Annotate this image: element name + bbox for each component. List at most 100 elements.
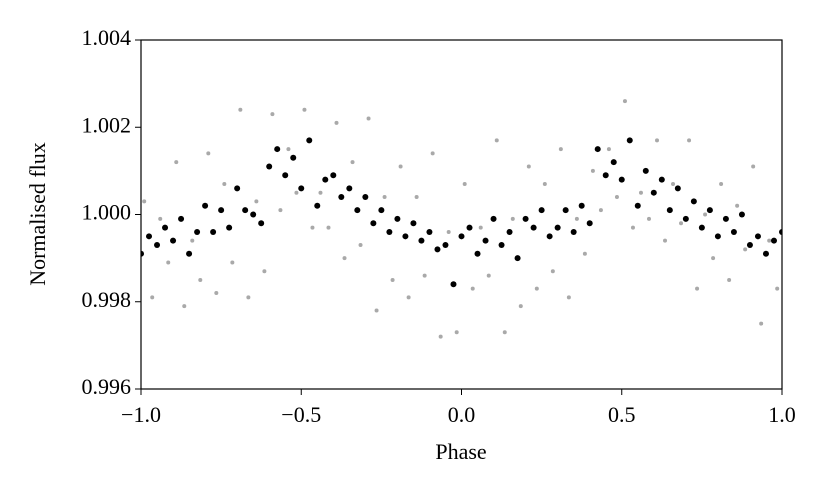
binned-point: [370, 220, 377, 227]
binned-point: [434, 246, 441, 253]
raw-point: [735, 203, 740, 208]
binned-point: [682, 215, 689, 222]
binned-point: [458, 233, 465, 240]
binned-point: [666, 207, 673, 214]
raw-point: [486, 273, 491, 278]
raw-point: [614, 195, 619, 200]
raw-point: [727, 277, 732, 282]
y-axis-label: Normalised flux: [25, 142, 50, 286]
binned-point: [779, 228, 782, 235]
binned-point: [594, 146, 601, 153]
binned-point: [226, 224, 233, 231]
raw-point: [767, 238, 772, 243]
binned-point: [162, 224, 169, 231]
binned-point: [634, 202, 641, 209]
raw-point: [494, 138, 499, 143]
raw-point: [214, 291, 219, 296]
binned-point: [354, 207, 361, 214]
raw-point: [574, 216, 579, 221]
raw-point: [679, 221, 684, 226]
binned-point: [346, 185, 353, 192]
raw-point: [663, 238, 668, 243]
binned-point: [554, 224, 561, 231]
x-tick-label: 0.5: [608, 402, 636, 427]
plot-area: [141, 99, 782, 339]
binned-point: [642, 167, 649, 174]
raw-point: [182, 304, 187, 309]
raw-point: [775, 286, 780, 291]
raw-point: [646, 216, 651, 221]
raw-point: [438, 334, 443, 339]
binned-point: [562, 207, 569, 214]
raw-point: [230, 260, 235, 265]
binned-point: [410, 220, 417, 227]
raw-point: [142, 199, 147, 204]
raw-point: [422, 273, 427, 278]
raw-point: [278, 208, 283, 213]
raw-point: [206, 151, 211, 156]
binned-point: [314, 202, 321, 209]
binned-point: [762, 250, 769, 257]
binned-point: [698, 224, 705, 231]
binned-point: [490, 215, 497, 222]
raw-point: [751, 164, 756, 169]
raw-point: [582, 251, 587, 256]
binned-point: [514, 255, 521, 262]
raw-point: [534, 286, 539, 291]
raw-point: [518, 304, 523, 309]
binned-point: [650, 189, 657, 196]
binned-point: [522, 215, 529, 222]
raw-point: [606, 147, 611, 152]
raw-point: [286, 147, 291, 152]
raw-point: [414, 195, 419, 200]
raw-point: [166, 260, 171, 265]
y-tick-label: 0.996: [82, 374, 132, 399]
raw-point: [550, 269, 555, 274]
raw-point: [687, 138, 692, 143]
binned-point: [274, 146, 281, 153]
binned-point: [570, 228, 577, 235]
binned-point: [722, 215, 729, 222]
raw-point: [294, 190, 299, 195]
binned-point: [282, 172, 289, 179]
x-tick-label: 1.0: [768, 402, 796, 427]
raw-point: [198, 277, 203, 282]
binned-point: [602, 172, 609, 179]
binned-point: [538, 207, 545, 214]
binned-point: [210, 228, 217, 235]
binned-point: [218, 207, 225, 214]
binned-point: [178, 215, 185, 222]
binned-point: [141, 250, 144, 257]
raw-point: [254, 199, 259, 204]
raw-point: [462, 181, 467, 186]
binned-point: [146, 233, 153, 240]
raw-point: [350, 160, 355, 165]
raw-point: [622, 99, 627, 104]
binned-point: [322, 176, 329, 183]
binned-point: [154, 242, 161, 249]
raw-point: [695, 286, 700, 291]
raw-point: [150, 295, 155, 300]
raw-point: [655, 138, 660, 143]
binned-point: [746, 242, 753, 249]
binned-point: [338, 194, 345, 201]
binned-point: [234, 185, 241, 192]
x-axis-label: Phase: [435, 439, 486, 464]
binned-point: [378, 207, 385, 214]
x-tick-label: −0.5: [281, 402, 321, 427]
binned-point: [418, 237, 425, 244]
binned-point: [530, 224, 537, 231]
raw-point: [382, 195, 387, 200]
raw-point: [246, 295, 251, 300]
raw-point: [262, 269, 267, 274]
binned-point: [658, 176, 665, 183]
raw-point: [342, 256, 347, 261]
binned-point: [242, 207, 249, 214]
raw-point: [638, 190, 643, 195]
raw-point: [398, 164, 403, 169]
binned-point: [730, 228, 737, 235]
raw-point: [719, 181, 724, 186]
raw-point: [374, 308, 379, 313]
